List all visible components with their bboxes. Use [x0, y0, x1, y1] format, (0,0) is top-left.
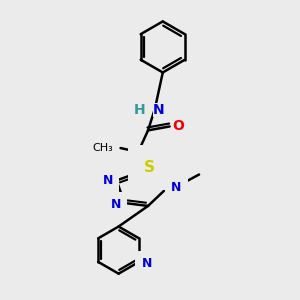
Text: N: N [103, 174, 113, 187]
Text: N: N [110, 199, 121, 212]
Text: O: O [172, 119, 184, 134]
Text: S: S [143, 160, 155, 175]
Text: N: N [153, 103, 165, 117]
Text: CH₃: CH₃ [92, 143, 113, 153]
Text: H: H [134, 103, 145, 117]
Text: N: N [142, 257, 152, 270]
Text: N: N [171, 181, 182, 194]
